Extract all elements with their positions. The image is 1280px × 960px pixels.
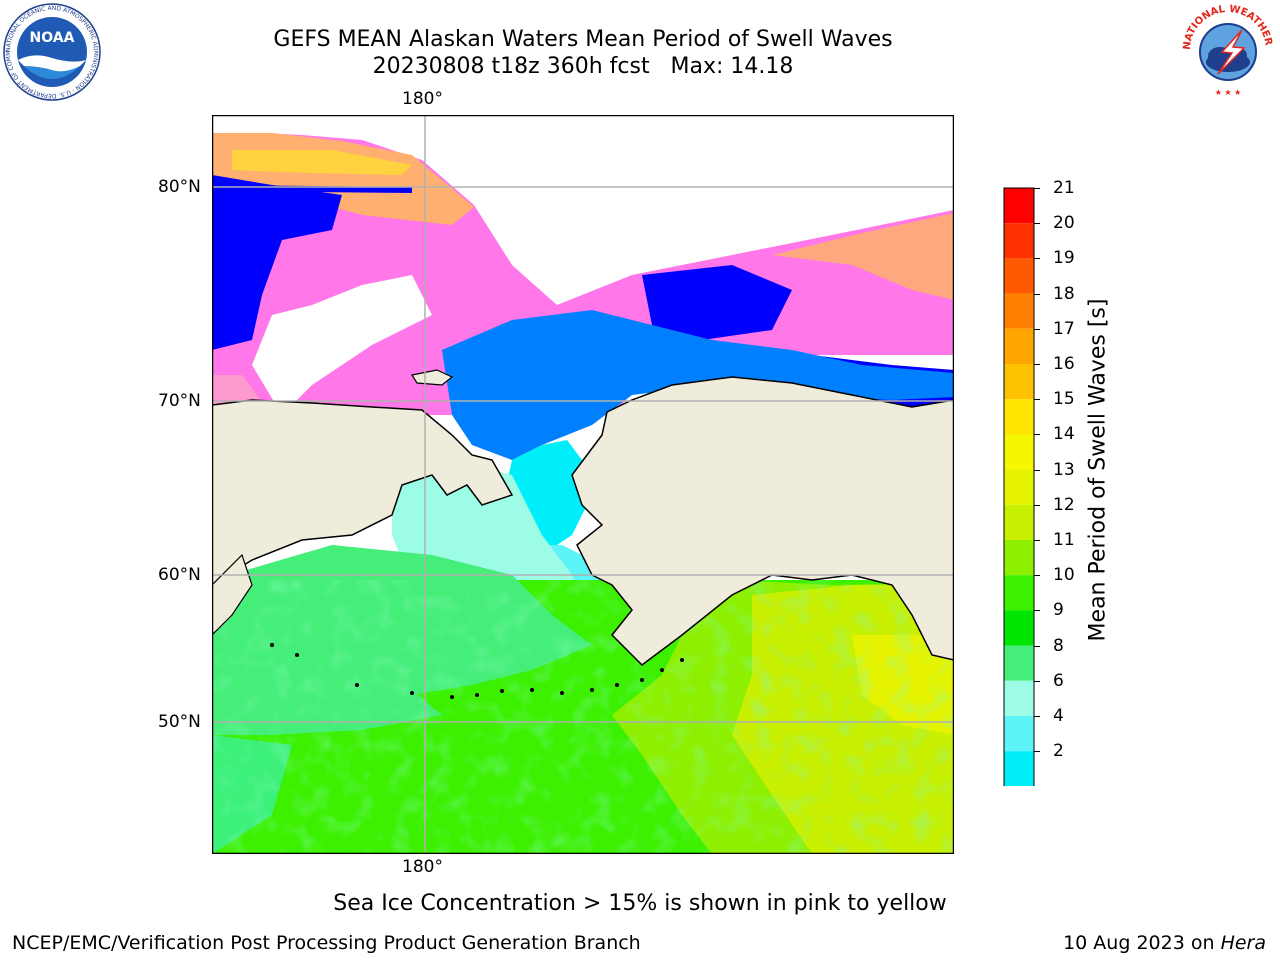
lat-label-80: 80°N [158,177,201,197]
colorbar-segment [1004,540,1034,576]
colorbar-tick-label: 13 [1053,459,1075,480]
colorbar-tick-label: 15 [1053,389,1075,410]
colorbar-tick-mark [1034,188,1040,189]
island [411,369,454,386]
colorbar [1000,186,1040,851]
footer-date-text: 10 Aug 2023 on [1063,932,1221,954]
chart-subtitle: 20230808 t18z 360h fcst Max: 14.18 [372,54,794,79]
colorbar-tick-mark [1034,399,1040,401]
colorbar-label: Mean Period of Swell Waves [s] [1085,298,1111,642]
map-panel [211,114,955,855]
colorbar-tick-label: 21 [1053,178,1075,198]
colorbar-tick-mark [1034,223,1040,225]
colorbar-segment [1004,258,1034,294]
colorbar-segment [1004,188,1034,224]
colorbar-segment [1004,223,1034,259]
colorbar-tick-label: 2 [1053,741,1064,762]
colorbar-tick-mark [1034,364,1040,365]
colorbar-tick-mark [1034,575,1040,577]
pacific-swell-field [212,545,954,854]
lat-label-70: 70°N [158,391,201,411]
colorbar-tick-label: 14 [1053,424,1075,445]
siberia-land [212,399,514,586]
colorbar-tick-label: 20 [1053,213,1075,234]
colorbar-tick-label: 10 [1053,565,1075,586]
colorbar-segment [1004,751,1034,787]
colorbar-tick-label: 9 [1053,600,1064,621]
colorbar-segment [1004,645,1034,681]
colorbar-tick-label: 6 [1053,670,1064,691]
colorbar-tick-mark [1034,645,1040,647]
aleutian-islands [270,643,684,699]
colorbar-segment [1004,575,1034,611]
footer-branch: NCEP/EMC/Verification Post Processing Pr… [12,932,641,954]
colorbar-segment [1004,504,1034,540]
colorbar-segment [1004,610,1034,646]
colorbar-tick-mark [1034,469,1040,471]
lon-label-top: 180° [402,89,443,109]
footer-machine: Hera [1220,932,1266,954]
colorbar-segment [1004,680,1034,716]
colorbar-segment [1004,716,1034,752]
lat-label-50: 50°N [158,712,201,732]
colorbar-tick-mark [1034,751,1040,753]
colorbar-segment [1004,293,1034,329]
colorbar-tick-label: 17 [1053,318,1075,339]
footer-date: 10 Aug 2023 on Hera [1063,932,1266,954]
sea-ice-note: Sea Ice Concentration > 15% is shown in … [333,891,947,916]
colorbar-tick-label: 12 [1053,494,1075,515]
sea-ice-region [212,133,954,415]
colorbar-tick-label: 18 [1053,283,1075,304]
svg-text:★ ★ ★: ★ ★ ★ [1215,88,1242,97]
colorbar-tick-mark [1034,680,1040,682]
graticule [212,115,954,854]
colorbar-tick-mark [1034,504,1040,506]
colorbar-segment [1004,469,1034,505]
colorbar-tick-label: 8 [1053,635,1064,656]
nws-logo: NATIONAL WEATHER SERVICE ★ ★ ★ [1174,0,1278,100]
lon-label-bottom: 180° [402,857,443,877]
colorbar-segment [1004,434,1034,470]
land-masses [212,369,954,666]
chart-title: GEFS MEAN Alaskan Waters Mean Period of … [273,27,893,52]
colorbar-segment [1004,399,1034,435]
svg-text:NOAA: NOAA [30,30,75,46]
noaa-logo: NATIONAL OCEANIC AND ATMOSPHERIC ADMINIS… [0,0,102,102]
colorbar-tick-mark [1034,610,1040,612]
colorbar-tick-label: 16 [1053,354,1075,374]
colorbar-segment [1004,328,1034,364]
colorbar-tick-mark [1034,293,1040,295]
colorbar-tick-mark [1034,328,1040,330]
colorbar-tick-mark [1034,716,1040,717]
colorbar-tick-mark [1034,434,1040,436]
lat-label-60: 60°N [158,565,201,585]
colorbar-tick-label: 19 [1053,248,1075,269]
colorbar-segment [1004,364,1034,400]
colorbar-tick-label: 11 [1053,530,1075,550]
colorbar-tick-mark [1034,540,1040,541]
colorbar-tick-label: 4 [1053,706,1064,726]
colorbar-tick-mark [1034,258,1040,260]
